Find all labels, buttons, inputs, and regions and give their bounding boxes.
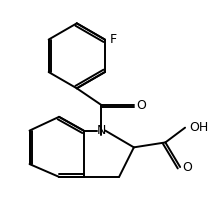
Text: N: N — [97, 124, 106, 137]
Text: O: O — [182, 161, 192, 174]
Text: O: O — [136, 99, 146, 112]
Text: F: F — [110, 33, 117, 46]
Text: OH: OH — [189, 121, 208, 134]
